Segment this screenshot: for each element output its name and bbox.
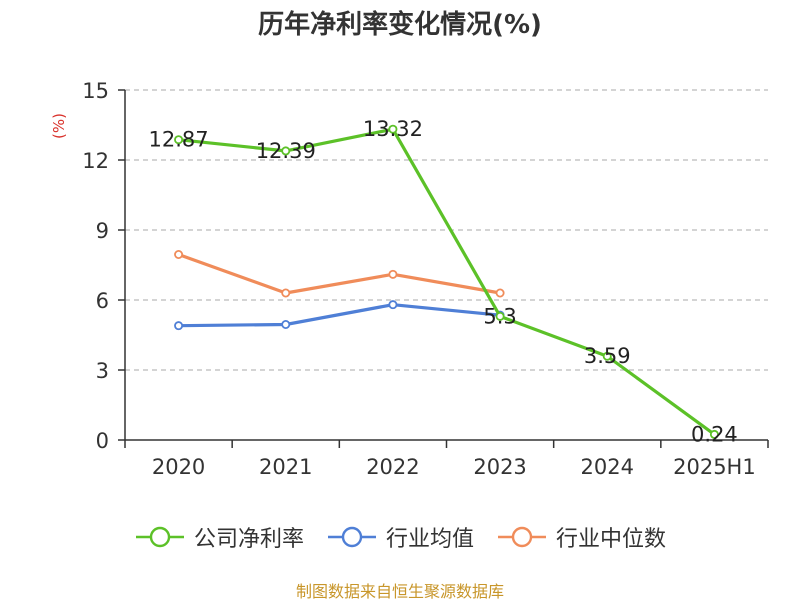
y-tick-label: 0 xyxy=(96,429,109,453)
series-2-point xyxy=(495,288,505,298)
series-0-point xyxy=(495,311,505,321)
legend-marker-icon xyxy=(135,526,184,548)
legend-label: 行业中位数 xyxy=(556,527,667,552)
grid-lines xyxy=(125,89,768,371)
data-label: 12.39 xyxy=(256,139,316,163)
y-tick-label: 6 xyxy=(96,289,109,313)
y-tick-label: 9 xyxy=(96,219,109,243)
legend-marker-icon xyxy=(327,526,376,548)
legend: 公司净利率 行业均值 行业中位数 xyxy=(0,520,800,554)
data-label: 0.24 xyxy=(691,422,738,446)
legend-marker-icon xyxy=(498,526,546,548)
x-tick-label: 2020 xyxy=(152,455,205,479)
axes: 0 3 6 9 12 15 2020 2021 2022 2023 2024 2025H1 xyxy=(82,79,769,479)
series-0-point xyxy=(602,351,612,361)
y-axis-label: (%) xyxy=(50,113,68,139)
x-tick-label: 2021 xyxy=(259,455,312,479)
x-tick-label: 2023 xyxy=(473,455,526,479)
x-tick-label: 2022 xyxy=(366,455,419,479)
data-label: 3.59 xyxy=(584,344,631,368)
series-1-point xyxy=(174,321,184,331)
legend-label: 公司净利率 xyxy=(193,527,304,552)
data-label: 13.32 xyxy=(363,117,423,141)
series-2-line xyxy=(178,252,501,295)
series-0-point xyxy=(281,146,291,156)
legend-item-1[interactable]: 行业均值 xyxy=(326,521,474,553)
data-label: 5.3 xyxy=(483,304,516,328)
chart-title: 历年净利率变化情况(%) xyxy=(258,10,542,40)
series-0-point xyxy=(174,135,184,145)
legend-item-2[interactable]: 行业中位数 xyxy=(496,521,666,553)
x-tick-label: 2024 xyxy=(581,455,634,479)
series-2-point xyxy=(281,288,291,298)
x-tick-label: 2025H1 xyxy=(673,455,756,479)
series-1-point xyxy=(388,300,398,310)
series-2-point xyxy=(174,249,184,259)
legend-label: 行业均值 xyxy=(385,527,474,552)
y-tick-label: 15 xyxy=(82,79,109,103)
series-0-point xyxy=(709,429,719,439)
series-2-point xyxy=(388,269,398,279)
y-tick-label: 3 xyxy=(96,359,109,383)
data-labels: 12.87 12.39 13.32 5.3 3.59 0.24 xyxy=(149,117,738,446)
source-note: 制图数据来自恒生聚源数据库 xyxy=(295,582,504,601)
data-label: 12.87 xyxy=(149,128,209,152)
series-1-point xyxy=(281,319,291,329)
series-1-line xyxy=(178,303,501,328)
legend-item-0[interactable]: 公司净利率 xyxy=(134,521,304,553)
series-0-line xyxy=(178,127,716,436)
y-tick-label: 12 xyxy=(82,149,109,173)
series-lines xyxy=(174,124,719,439)
series-0-point xyxy=(388,124,398,134)
